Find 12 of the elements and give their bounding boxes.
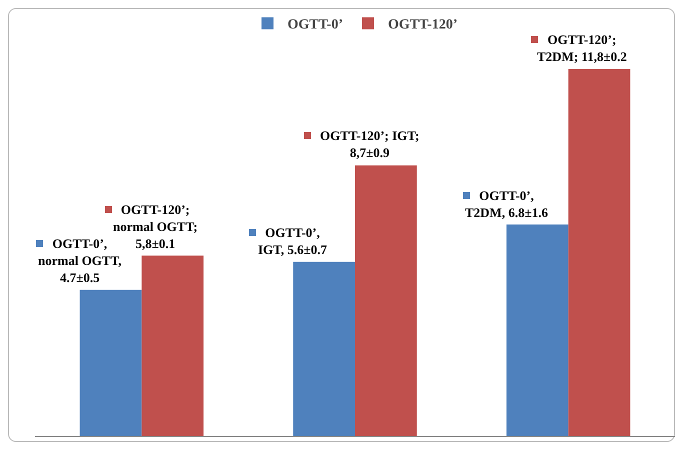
- bar: [568, 69, 630, 436]
- legend-label: OGTT-120’: [388, 18, 458, 33]
- bar: [293, 262, 355, 436]
- bar: [142, 256, 204, 436]
- data-label: OGTT-120’; IGT; 8,7±0.9: [320, 128, 420, 160]
- bar: [355, 165, 417, 436]
- legend-label: OGTT-0’: [288, 18, 343, 33]
- data-label: OGTT-120’; T2DM; 11,8±0.2: [537, 32, 627, 64]
- data-label: OGTT-0’, T2DM, 6.8±1.6: [465, 188, 548, 220]
- data-label: OGTT-0’, IGT, 5.6±0.7: [258, 225, 328, 257]
- bar: [80, 290, 142, 436]
- bar: [506, 224, 568, 436]
